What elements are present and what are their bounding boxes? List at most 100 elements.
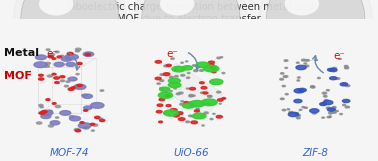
Circle shape [322,117,324,118]
Circle shape [219,103,222,104]
FancyArrowPatch shape [313,56,324,73]
Circle shape [187,72,190,74]
Circle shape [217,91,221,93]
Circle shape [91,130,94,131]
Circle shape [222,98,226,99]
Circle shape [318,77,320,79]
Circle shape [200,70,204,71]
Circle shape [315,60,318,61]
Circle shape [61,57,71,61]
Circle shape [210,118,213,120]
Circle shape [60,111,71,115]
Circle shape [201,99,217,106]
Circle shape [165,95,170,97]
Circle shape [304,63,307,64]
Circle shape [159,98,165,101]
Circle shape [311,86,315,88]
Ellipse shape [266,0,365,71]
Circle shape [216,115,222,118]
Bar [0,19,144,161]
Circle shape [46,62,50,64]
Circle shape [160,74,164,76]
Ellipse shape [21,0,119,71]
Circle shape [297,80,299,81]
Circle shape [156,110,162,113]
Circle shape [181,62,183,63]
Circle shape [287,109,290,110]
Circle shape [52,73,56,75]
Circle shape [77,62,82,65]
Circle shape [160,88,163,89]
Circle shape [312,112,316,114]
Circle shape [323,100,333,105]
Circle shape [310,109,319,113]
Circle shape [217,99,223,101]
Circle shape [342,104,345,106]
Circle shape [71,88,74,89]
Circle shape [60,55,64,57]
Circle shape [55,82,59,84]
Circle shape [57,56,62,58]
Circle shape [52,58,56,59]
Circle shape [345,106,350,108]
Circle shape [285,67,288,68]
Circle shape [168,78,180,83]
Circle shape [202,125,204,126]
Circle shape [329,116,332,117]
Circle shape [280,78,284,80]
Circle shape [55,51,59,53]
Circle shape [66,81,70,82]
Circle shape [301,90,303,91]
Circle shape [48,125,54,127]
Circle shape [282,85,285,87]
Circle shape [169,91,172,92]
Circle shape [332,67,336,69]
Circle shape [155,61,161,63]
Circle shape [189,95,193,97]
Circle shape [222,72,225,74]
Circle shape [344,65,348,67]
Circle shape [183,103,194,108]
Circle shape [182,66,192,70]
Circle shape [70,116,81,121]
Circle shape [163,73,170,76]
Circle shape [294,99,302,103]
Ellipse shape [39,0,73,15]
Circle shape [302,107,305,108]
Circle shape [298,88,306,92]
Circle shape [74,84,86,89]
Circle shape [67,52,73,55]
Circle shape [194,70,198,72]
Bar [117,19,265,161]
Circle shape [100,119,105,122]
Circle shape [82,94,93,98]
Circle shape [181,101,184,102]
Circle shape [84,127,89,129]
Text: MOF-74: MOF-74 [50,148,90,158]
Bar [242,19,378,161]
Circle shape [179,92,183,94]
Circle shape [164,110,178,116]
Circle shape [284,76,288,77]
Circle shape [88,53,92,54]
Circle shape [285,94,288,95]
Circle shape [68,77,77,81]
Circle shape [192,95,195,96]
Circle shape [330,77,337,80]
Circle shape [50,121,60,125]
Circle shape [42,111,47,113]
Circle shape [164,65,168,67]
Circle shape [190,87,195,90]
Circle shape [298,115,301,116]
Text: Metal: Metal [4,48,39,58]
Circle shape [305,60,309,61]
Circle shape [75,129,81,132]
Circle shape [294,89,304,93]
Circle shape [343,83,345,85]
Circle shape [166,104,171,107]
Circle shape [39,112,45,114]
Circle shape [66,62,76,66]
Circle shape [171,58,174,59]
Circle shape [54,62,64,67]
Ellipse shape [259,0,372,79]
